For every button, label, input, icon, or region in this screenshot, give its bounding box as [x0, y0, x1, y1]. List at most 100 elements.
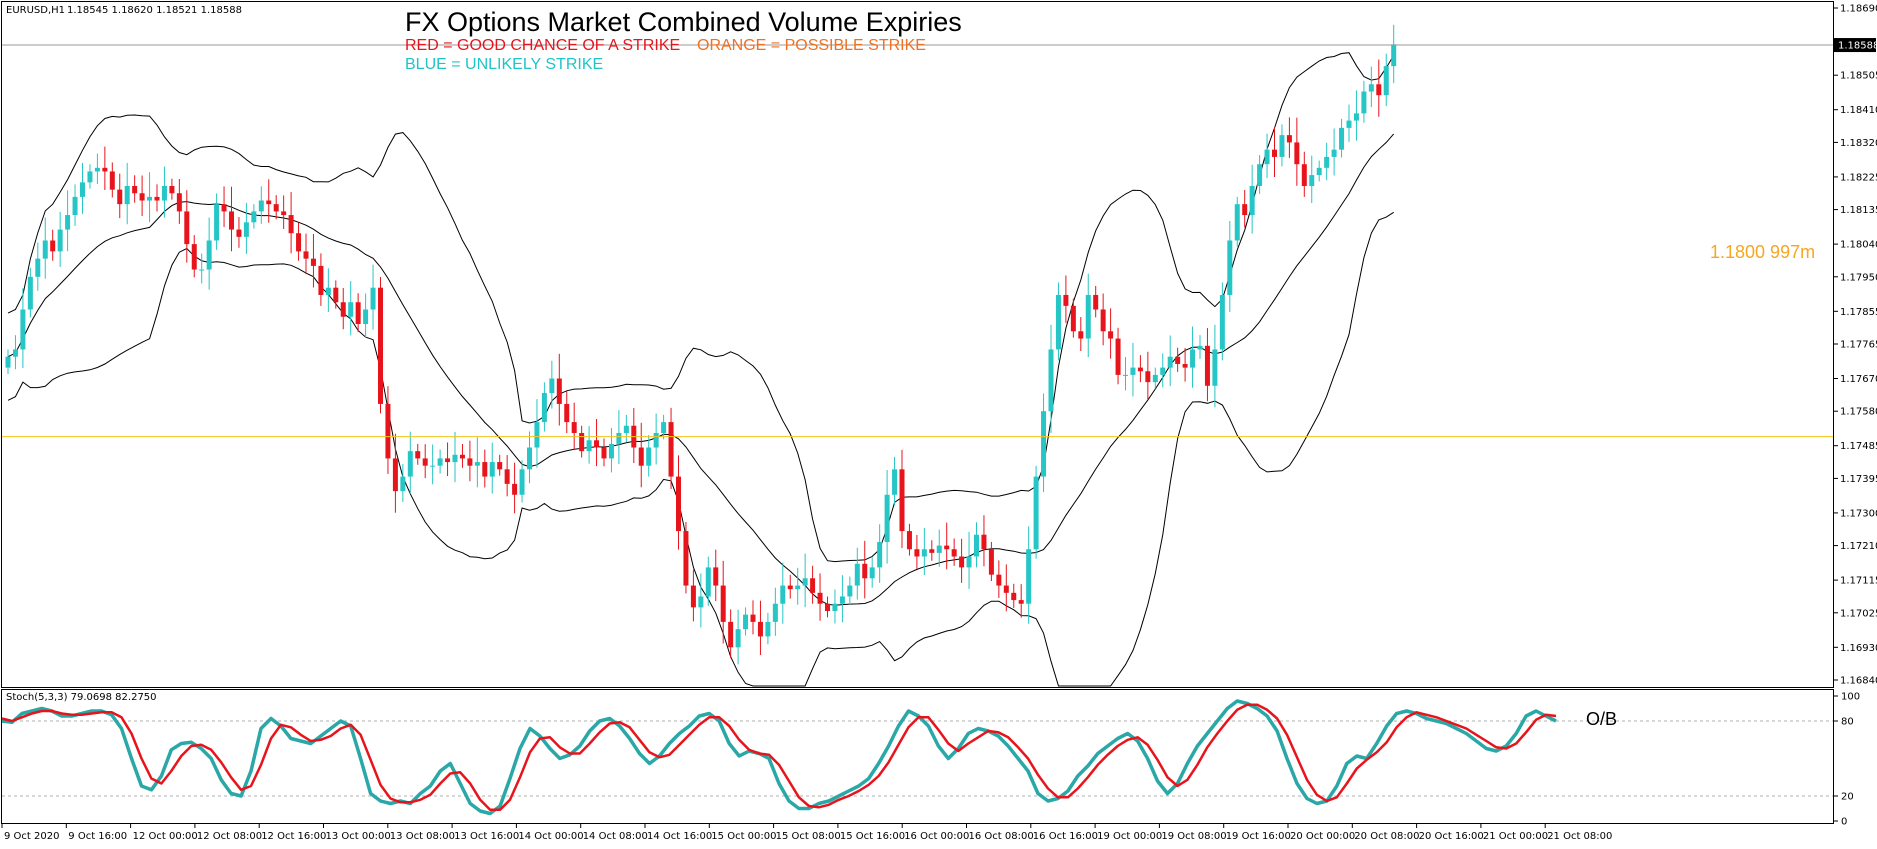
candle: [251, 204, 257, 229]
stoch-signal-line: [1, 703, 1557, 812]
candle-body: [50, 240, 56, 252]
candle-body: [772, 603, 778, 622]
candle: [1324, 142, 1330, 181]
candle: [921, 528, 927, 576]
candle-body: [1011, 592, 1017, 601]
candle: [1055, 282, 1061, 361]
candle-body: [415, 451, 421, 459]
candle: [94, 153, 100, 184]
candle: [1167, 335, 1173, 387]
candle-body: [258, 200, 264, 212]
candle-body: [102, 167, 108, 172]
price-tick-label: 1.17580: [1840, 407, 1877, 418]
time-tick-label: 9 Oct 16:00: [68, 831, 127, 842]
candle-body: [1376, 84, 1382, 96]
candle: [869, 556, 875, 588]
candle-body: [512, 483, 518, 495]
candle: [579, 425, 585, 458]
candle-body: [370, 287, 376, 310]
candle: [787, 574, 793, 599]
candle: [206, 217, 212, 290]
candle: [1100, 293, 1106, 346]
candle: [661, 414, 667, 440]
candle: [1033, 465, 1039, 559]
candle-body: [430, 465, 436, 467]
candle-body: [862, 563, 868, 579]
price-tick-label: 1.18690: [1840, 4, 1877, 15]
candle-body: [281, 211, 287, 216]
price-tick-label: 1.17300: [1840, 508, 1877, 519]
ob-label: O/B: [1586, 709, 1617, 729]
candle: [586, 426, 592, 464]
candle-body: [348, 302, 354, 317]
candle-body: [1339, 127, 1345, 150]
candle-body: [608, 443, 614, 459]
candle: [802, 553, 808, 608]
candle: [72, 184, 78, 226]
candle-body: [132, 185, 138, 194]
candle-body: [1353, 113, 1359, 121]
candle: [549, 360, 555, 409]
candle-body: [698, 596, 704, 608]
price-tick-label: 1.18410: [1840, 105, 1877, 116]
candle: [1152, 367, 1158, 389]
candle: [817, 573, 823, 621]
candle: [1294, 117, 1300, 186]
candle-body: [5, 356, 11, 368]
candle: [735, 609, 741, 665]
time-tick-label: 9 Oct 2020: [4, 831, 59, 842]
candle-body: [996, 574, 1002, 586]
candle-body: [1212, 349, 1218, 386]
price-tick-label: 1.17855: [1840, 307, 1877, 318]
ohlc-label: 1.18545 1.18620 1.18521 1.18588: [67, 5, 242, 16]
candle-body: [527, 447, 532, 470]
candle-body: [690, 585, 696, 608]
candle: [646, 435, 652, 477]
candle: [720, 560, 726, 644]
candle-body: [847, 585, 853, 597]
candle-body: [623, 425, 629, 433]
candle: [325, 268, 331, 312]
candle-body: [385, 403, 391, 459]
time-tick-label: 16 Oct 00:00: [904, 831, 969, 842]
candle: [512, 462, 518, 514]
stoch-main-line: [1, 699, 1557, 816]
candle-body: [1070, 305, 1076, 332]
candle: [243, 202, 249, 254]
candle-body: [1123, 374, 1128, 376]
candle: [1137, 355, 1143, 383]
candle-body: [750, 614, 756, 622]
candle: [20, 288, 26, 369]
candle-body: [1160, 367, 1166, 375]
candle: [5, 349, 11, 374]
candle: [1123, 357, 1128, 391]
stoch-tick-label: 100: [1841, 692, 1860, 703]
candle-body: [504, 469, 510, 484]
candle-body: [1286, 135, 1292, 143]
candle-body: [191, 244, 197, 270]
candle: [35, 242, 41, 291]
candle-body: [884, 494, 890, 542]
candle: [966, 531, 972, 590]
candle-body: [1272, 149, 1277, 157]
candle: [1234, 196, 1240, 247]
time-tick-label: 15 Oct 08:00: [776, 831, 841, 842]
candle-body: [1085, 294, 1091, 339]
candle-body: [534, 422, 540, 448]
time-axis: 9 Oct 2020 9 Oct 16:00 12 Oct 00:00 12 Oct …: [1, 823, 1612, 842]
candle-body: [951, 549, 957, 557]
candle-body: [325, 287, 331, 295]
candle: [705, 556, 711, 606]
candle: [571, 402, 577, 451]
candle: [370, 264, 376, 330]
candle: [1309, 155, 1315, 204]
candle: [757, 600, 763, 655]
candle: [906, 523, 912, 556]
time-tick-label: 13 Oct 08:00: [390, 831, 455, 842]
candle-body: [1383, 66, 1389, 96]
candle-body: [757, 621, 763, 637]
candle-body: [1204, 345, 1210, 386]
candle: [474, 437, 480, 488]
candle-body: [169, 185, 175, 194]
legend-orange: ORANGE = POSSIBLE STRIKE: [697, 37, 926, 54]
